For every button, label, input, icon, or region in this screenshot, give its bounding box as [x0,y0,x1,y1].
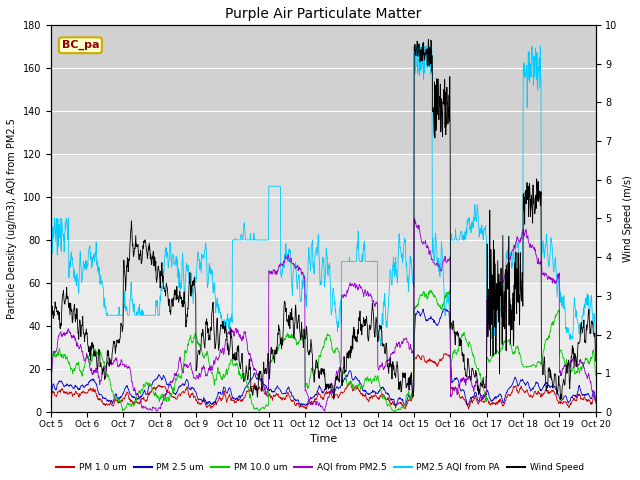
Bar [51,25,596,154]
Legend: PM 1.0 um, PM 2.5 um, PM 10.0 um, AQI from PM2.5, PM2.5 AQI from PA, Wind Speed: PM 1.0 um, PM 2.5 um, PM 10.0 um, AQI fr… [52,459,588,476]
Text: BC_pa: BC_pa [61,40,99,50]
Y-axis label: Particle Density (ug/m3), AQI from PM2.5: Particle Density (ug/m3), AQI from PM2.5 [7,118,17,319]
Bar [51,154,596,283]
X-axis label: Time: Time [310,434,337,444]
Title: Purple Air Particulate Matter: Purple Air Particulate Matter [225,7,421,21]
Y-axis label: Wind Speed (m/s): Wind Speed (m/s) [623,175,633,262]
Bar [51,283,596,412]
